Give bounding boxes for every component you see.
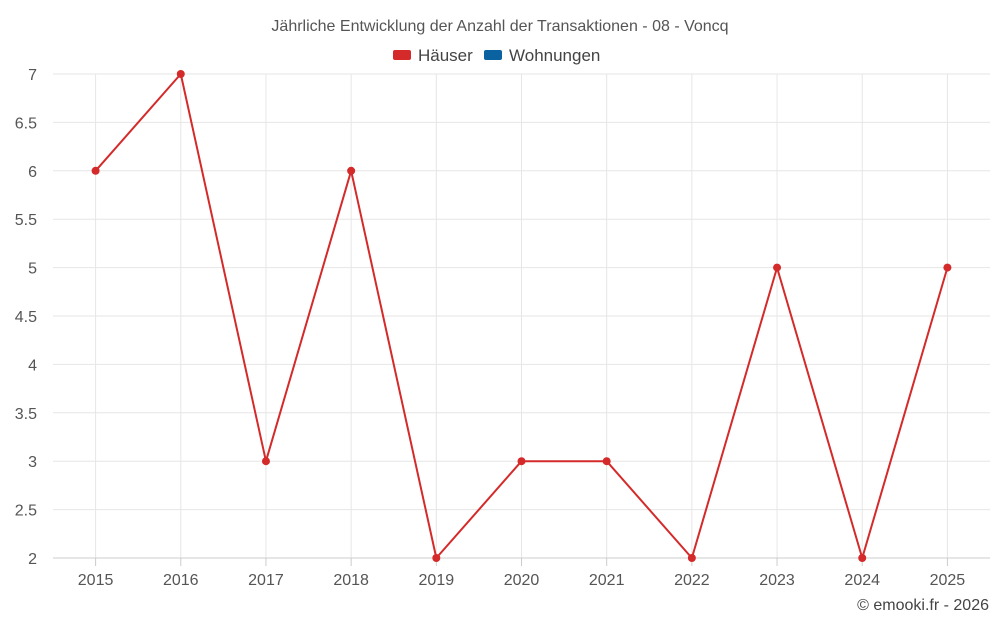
legend-label-apartments: Wohnungen xyxy=(509,46,600,65)
legend-swatch-apartments xyxy=(484,50,502,60)
y-tick-label: 3.5 xyxy=(15,406,37,423)
x-tick-label: 2018 xyxy=(333,572,369,589)
y-axis-ticks: 2 2.5 3 3.5 4 4.5 5 5.5 6 6.5 7 xyxy=(15,67,37,568)
data-point[interactable] xyxy=(858,554,867,562)
x-tick-label: 2021 xyxy=(589,572,625,589)
data-point[interactable] xyxy=(517,457,526,466)
legend-swatch-houses xyxy=(393,50,411,60)
legend-item-houses[interactable]: Häuser xyxy=(393,46,473,65)
y-tick-label: 5 xyxy=(28,261,37,278)
data-point[interactable] xyxy=(432,554,441,562)
y-tick-label: 2 xyxy=(28,551,37,568)
y-tick-label: 2.5 xyxy=(15,503,37,520)
series-houses xyxy=(91,70,952,562)
data-point[interactable] xyxy=(943,263,952,272)
y-tick-label: 4 xyxy=(28,357,37,374)
y-tick-label: 6.5 xyxy=(15,115,37,132)
legend-label-houses: Häuser xyxy=(418,46,473,65)
x-tick-label: 2022 xyxy=(674,572,710,589)
x-tick-label: 2019 xyxy=(419,572,455,589)
x-tick-label: 2016 xyxy=(163,572,199,589)
y-tick-label: 3 xyxy=(28,454,37,471)
y-tick-label: 6 xyxy=(28,164,37,181)
grid xyxy=(53,73,990,566)
legend: Häuser Wohnungen xyxy=(393,46,600,65)
x-tick-label: 2025 xyxy=(930,572,966,589)
x-tick-label: 2017 xyxy=(248,572,284,589)
data-point[interactable] xyxy=(347,166,356,175)
data-point[interactable] xyxy=(261,457,270,466)
y-tick-label: 7 xyxy=(28,67,37,84)
data-point[interactable] xyxy=(176,70,185,78)
credit-text: © emooki.fr - 2026 xyxy=(857,597,989,614)
y-tick-label: 5.5 xyxy=(15,212,37,229)
data-point[interactable] xyxy=(773,263,782,272)
data-point[interactable] xyxy=(602,457,611,466)
chart-title: Jährliche Entwicklung der Anzahl der Tra… xyxy=(271,18,728,35)
x-tick-label: 2023 xyxy=(759,572,795,589)
x-tick-label: 2020 xyxy=(504,572,540,589)
data-point[interactable] xyxy=(91,166,100,175)
x-tick-label: 2015 xyxy=(78,572,114,589)
data-point[interactable] xyxy=(687,554,696,562)
x-tick-label: 2024 xyxy=(844,572,880,589)
legend-item-apartments[interactable]: Wohnungen xyxy=(484,46,600,65)
x-axis-ticks: 2015 2016 2017 2018 2019 2020 2021 2022 2023 2024… xyxy=(78,572,966,589)
y-tick-label: 4.5 xyxy=(15,309,37,326)
